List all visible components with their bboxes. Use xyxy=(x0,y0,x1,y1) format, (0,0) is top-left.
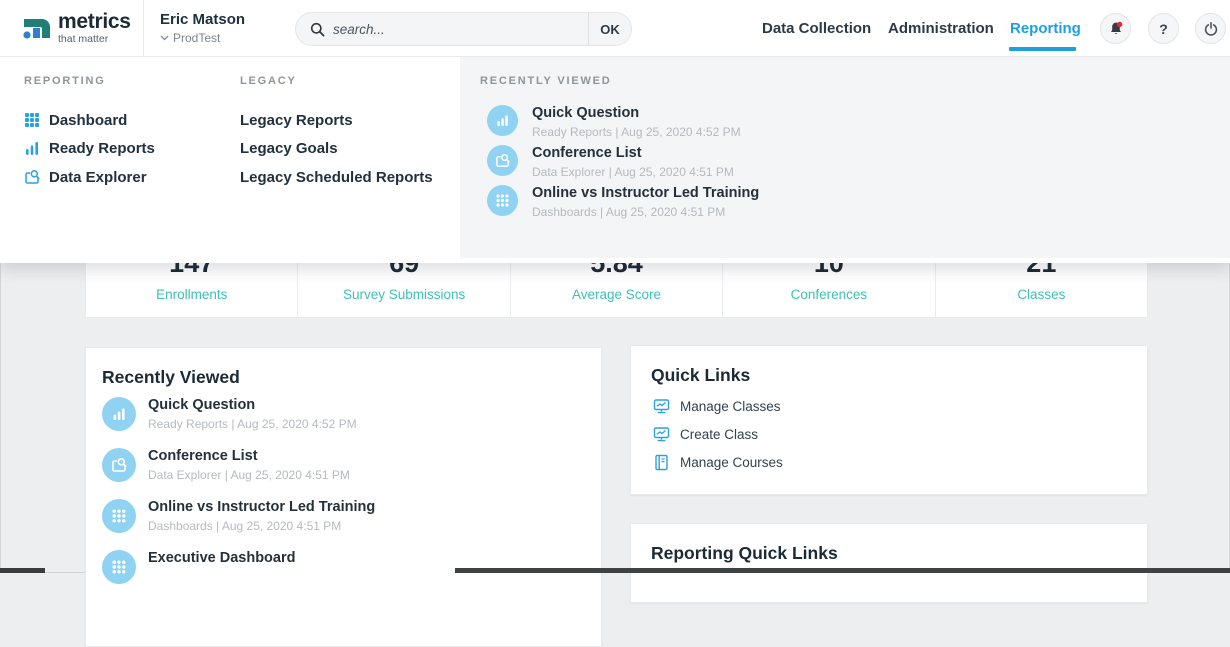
top-bar: metrics that matter Eric Matson ProdTest… xyxy=(0,0,1230,57)
user-menu[interactable]: Eric Matson ProdTest xyxy=(160,11,245,45)
rv-item-quick-question[interactable]: Quick Question Ready Reports | Aug 25, 2… xyxy=(102,397,357,431)
search-icon xyxy=(310,22,325,37)
recent-item-title: Online vs Instructor Led Training xyxy=(532,185,760,201)
stat-label: Survey Submissions xyxy=(342,287,466,302)
stat-label: Average Score xyxy=(571,287,662,302)
stat-label: Classes xyxy=(1017,287,1066,302)
recent-item-meta: Ready Reports | Aug 25, 2020 4:52 PM xyxy=(532,124,741,139)
scrollbar-thumb[interactable] xyxy=(455,568,1230,573)
nav-data-collection[interactable]: Data Collection xyxy=(762,20,872,37)
menu-item-dashboard[interactable]: Dashboard xyxy=(24,108,127,132)
nav-administration[interactable]: Administration xyxy=(888,20,994,37)
reporting-dropdown-menu: REPORTING Dashboard Ready Reports Data E… xyxy=(0,57,1230,263)
menu-legacy-header: LEGACY xyxy=(240,75,297,87)
menu-item-label: Dashboard xyxy=(49,111,128,129)
bar-chart-icon xyxy=(102,397,136,431)
menu-item-legacy-goals[interactable]: Legacy Goals xyxy=(240,136,338,160)
rv-item-executive-dashboard[interactable]: Executive Dashboard xyxy=(102,550,295,584)
chevron-down-icon xyxy=(160,35,169,41)
search-bar: OK xyxy=(295,12,632,46)
search-ok-divider xyxy=(588,12,589,46)
quick-link-label: Manage Courses xyxy=(680,455,783,470)
reporting-quick-links-panel: Reporting Quick Links xyxy=(630,523,1148,603)
notifications-button[interactable] xyxy=(1100,13,1131,44)
search-ok-button[interactable]: OK xyxy=(600,21,620,37)
menu-item-label: Data Explorer xyxy=(49,168,147,186)
quick-link-label: Create Class xyxy=(680,427,759,442)
bar-chart-icon xyxy=(487,105,518,136)
user-org-label: ProdTest xyxy=(173,31,221,45)
quick-link-manage-classes[interactable]: Manage Classes xyxy=(653,398,781,415)
menu-recently-viewed-header: RECENTLY VIEWED xyxy=(480,75,612,87)
menu-item-ready-reports[interactable]: Ready Reports xyxy=(24,136,155,160)
help-button[interactable]: ? xyxy=(1148,13,1179,44)
menu-item-label: Ready Reports xyxy=(49,139,155,157)
recent-item-title: Quick Question xyxy=(532,105,640,121)
rv-item-meta: Ready Reports | Aug 25, 2020 4:52 PM xyxy=(148,416,357,431)
rv-item-meta: Data Explorer | Aug 25, 2020 4:51 PM xyxy=(148,467,350,482)
recent-item-quick-question[interactable]: Quick Question Ready Reports | Aug 25, 2… xyxy=(487,105,741,139)
panel-title: Reporting Quick Links xyxy=(651,543,838,563)
menu-item-label: Legacy Goals xyxy=(240,139,338,157)
rv-item-title: Online vs Instructor Led Training xyxy=(148,499,376,515)
panel-title: Quick Links xyxy=(651,365,751,385)
logo-title: metrics xyxy=(58,10,131,33)
topbar-divider xyxy=(143,0,144,56)
recently-viewed-panel: Recently Viewed Quick Question Ready Rep… xyxy=(85,347,602,647)
stat-label: Enrollments xyxy=(156,287,228,302)
quick-links-panel: Quick Links Manage Classes Create Class … xyxy=(630,345,1148,495)
bell-icon xyxy=(1108,21,1124,37)
menu-item-label: Legacy Scheduled Reports xyxy=(240,168,433,186)
monitor-chart-icon xyxy=(653,426,670,443)
data-explorer-icon xyxy=(24,169,40,185)
data-explorer-icon xyxy=(487,145,518,176)
nav-reporting[interactable]: Reporting xyxy=(1010,20,1081,37)
power-icon xyxy=(1204,21,1218,36)
book-icon xyxy=(653,454,670,471)
panel-title: Recently Viewed xyxy=(102,367,240,387)
rv-item-meta: Dashboards | Aug 25, 2020 4:51 PM xyxy=(148,518,342,533)
rv-item-title: Executive Dashboard xyxy=(148,550,296,566)
quick-link-create-class[interactable]: Create Class xyxy=(653,426,758,443)
scrollbar-corner xyxy=(0,568,45,573)
quick-link-manage-courses[interactable]: Manage Courses xyxy=(653,454,783,471)
logo-subtitle: that matter xyxy=(58,33,109,45)
question-mark-icon: ? xyxy=(1159,20,1168,37)
recent-item-conference-list[interactable]: Conference List Data Explorer | Aug 25, … xyxy=(487,145,734,179)
recently-viewed-inset xyxy=(460,57,1230,258)
logo-chart-icon xyxy=(22,12,52,44)
monitor-chart-icon xyxy=(653,398,670,415)
recent-item-online-vs-instructor[interactable]: Online vs Instructor Led Training Dashbo… xyxy=(487,185,759,219)
dots-grid-icon xyxy=(487,185,518,216)
bar-chart-icon xyxy=(24,140,40,156)
rv-item-title: Quick Question xyxy=(148,397,256,413)
horizontal-scrollbar xyxy=(0,568,1230,573)
recent-item-title: Conference List xyxy=(532,145,642,161)
user-name: Eric Matson xyxy=(160,11,246,28)
dots-grid-icon xyxy=(102,550,136,584)
menu-item-data-explorer[interactable]: Data Explorer xyxy=(24,165,147,189)
recent-item-meta: Data Explorer | Aug 25, 2020 4:51 PM xyxy=(532,164,734,179)
app-logo[interactable]: metrics that matter xyxy=(22,11,131,45)
search-input[interactable] xyxy=(333,21,588,37)
quick-link-label: Manage Classes xyxy=(680,399,781,414)
stat-label: Conferences xyxy=(790,287,868,302)
logout-button[interactable] xyxy=(1195,13,1226,44)
rv-item-conference-list[interactable]: Conference List Data Explorer | Aug 25, … xyxy=(102,448,350,482)
menu-item-legacy-reports[interactable]: Legacy Reports xyxy=(240,108,353,132)
active-tab-underline xyxy=(1009,47,1076,51)
dots-grid-icon xyxy=(102,499,136,533)
menu-item-legacy-scheduled-reports[interactable]: Legacy Scheduled Reports xyxy=(240,165,433,189)
recent-item-meta: Dashboards | Aug 25, 2020 4:51 PM xyxy=(532,204,726,219)
menu-item-label: Legacy Reports xyxy=(240,111,353,129)
rv-item-title: Conference List xyxy=(148,448,258,464)
menu-reporting-header: REPORTING xyxy=(24,75,106,87)
rv-item-online-vs-instructor[interactable]: Online vs Instructor Led Training Dashbo… xyxy=(102,499,375,533)
data-explorer-icon xyxy=(102,448,136,482)
dashboard-grid-icon xyxy=(24,112,40,128)
